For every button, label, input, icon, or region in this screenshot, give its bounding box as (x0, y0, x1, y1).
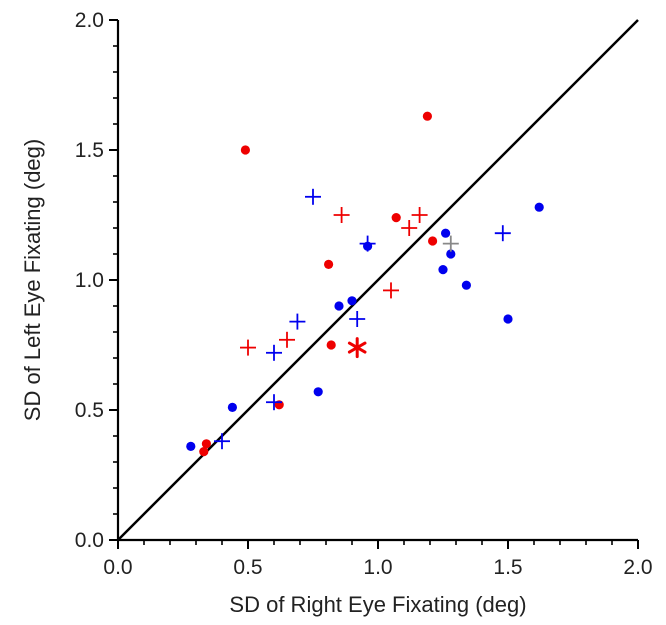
data-point-dot (324, 259, 334, 269)
data-point-dot (534, 202, 544, 212)
data-point-plus (349, 311, 366, 327)
y-tick-label: 0.5 (75, 399, 104, 422)
data-point-plus (494, 225, 511, 242)
y-tick-label: 1.0 (75, 269, 104, 292)
data-point-plus (266, 344, 282, 361)
data-point-plus (442, 235, 459, 252)
y-tick-label: 1.5 (75, 139, 104, 162)
data-point-dot (199, 447, 209, 457)
data-point-plus (383, 282, 399, 299)
y-axis-title: SD of Left Eye Fixating (deg) (20, 139, 45, 421)
x-axis-title: SD of Right Eye Fixating (deg) (229, 592, 526, 617)
data-point-dot (428, 236, 438, 246)
data-point-asterisk (347, 337, 367, 359)
data-point-dot (227, 402, 237, 412)
identity-line (117, 19, 639, 541)
data-point-dot (334, 301, 344, 311)
y-tick-label: 0.0 (75, 529, 104, 552)
data-point-plus (359, 235, 376, 252)
data-point-dot (347, 296, 357, 306)
data-point-dot (438, 265, 448, 275)
data-point-plus (289, 313, 306, 330)
data-point-dot (186, 441, 196, 451)
data-point-plus (214, 433, 230, 450)
data-point-plus (411, 207, 428, 223)
data-point-plus (240, 339, 256, 356)
data-point-dot (326, 340, 336, 350)
data-point-dot (201, 439, 211, 449)
data-point-plus (333, 207, 350, 223)
data-point-dot (441, 228, 451, 238)
x-tick-label: 2.0 (623, 556, 652, 579)
data-point-dot (503, 314, 513, 324)
data-point-dot (461, 280, 471, 290)
x-tick-label: 1.5 (493, 556, 522, 579)
data-point-plus (279, 331, 295, 348)
data-point-dot (391, 213, 401, 223)
x-tick-label: 1.0 (363, 556, 392, 579)
x-tick-label: 0.0 (103, 556, 132, 579)
data-point-dot (240, 145, 250, 155)
y-tick-label: 2.0 (75, 9, 104, 32)
data-point-plus (305, 188, 321, 205)
data-point-dot (313, 387, 323, 397)
x-tick-label: 0.5 (233, 556, 262, 579)
data-point-plus (401, 220, 418, 236)
data-point-plus (266, 394, 282, 411)
data-point-dot (446, 249, 456, 259)
data-point-dot (422, 111, 432, 121)
